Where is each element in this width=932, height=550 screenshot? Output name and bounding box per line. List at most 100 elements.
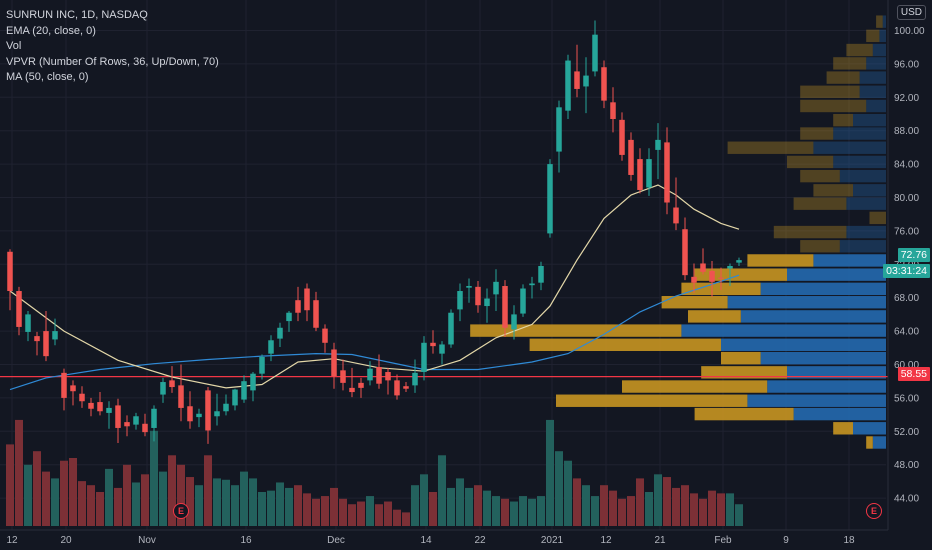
ema20-line <box>9 184 740 389</box>
candle-body <box>187 406 193 422</box>
volume-profile-up-bar <box>866 57 886 70</box>
volume-profile-down-bar <box>813 184 853 197</box>
candle-body <box>205 390 211 431</box>
volume-bar <box>231 485 239 526</box>
volume-profile-down-bar <box>833 113 853 127</box>
candle-body <box>664 142 670 203</box>
candle-body <box>124 422 130 427</box>
volume-profile-down-bar <box>800 127 834 140</box>
volume-profile-up-bar <box>813 141 886 154</box>
volume-bar <box>312 498 320 526</box>
volume-bar <box>321 496 329 526</box>
volume-profile-up-bar <box>747 394 886 407</box>
candle-body <box>259 356 265 374</box>
candle-body <box>142 423 148 433</box>
candle-body <box>79 393 85 402</box>
candle-body <box>628 139 634 175</box>
legend-vol[interactable]: Vol <box>6 40 22 52</box>
volume-bar <box>78 481 86 526</box>
volume-bar <box>483 490 491 526</box>
candle-body <box>475 286 481 306</box>
currency-label[interactable]: USD <box>896 5 926 20</box>
legend-ma[interactable]: MA (50, close, 0) <box>6 71 89 83</box>
horizontal-line-tag[interactable]: 58.55 <box>897 367 930 381</box>
volume-bar <box>267 490 275 526</box>
volume-bar <box>582 485 590 526</box>
volume-bar <box>528 498 536 526</box>
volume-bar <box>366 496 374 526</box>
volume-profile-up-bar <box>740 310 886 323</box>
volume-bar <box>60 460 68 526</box>
candle-body <box>349 387 355 393</box>
candle-body <box>637 159 643 190</box>
volume-bar <box>717 493 725 526</box>
volume-bar <box>447 487 455 526</box>
candle-body <box>358 382 364 388</box>
candle-body <box>691 276 697 283</box>
candle-body <box>709 270 715 282</box>
price-axis-tick-label: 56.00 <box>894 393 919 404</box>
volume-profile-down-bar <box>800 240 840 253</box>
earnings-event-icon[interactable]: E <box>173 503 189 519</box>
volume-bar <box>510 501 518 526</box>
volume-profile-up-bar <box>721 338 886 351</box>
price-axis-tick-label: 80.00 <box>894 193 919 204</box>
time-axis-tick-label: 12 <box>600 535 612 546</box>
volume-bar <box>276 482 284 526</box>
volume-bar <box>519 496 527 526</box>
volume-bar <box>618 498 626 526</box>
volume-bar <box>195 485 203 526</box>
candle-body <box>268 340 274 354</box>
volume-bar <box>402 512 410 526</box>
candle-body <box>466 286 472 288</box>
volume-profile-down-bar <box>747 254 814 267</box>
volume-profile-down-bar <box>869 211 886 225</box>
price-axis-tick-label: 100.00 <box>894 26 925 37</box>
candle-body <box>484 298 490 307</box>
candle-body <box>673 207 679 224</box>
volume-bar <box>438 455 446 526</box>
candle-body <box>565 60 571 111</box>
volume-profile-down-bar <box>556 394 748 407</box>
candle-body <box>214 411 220 417</box>
volume-profile-up-bar <box>859 85 886 98</box>
volume-profile-down-bar <box>661 296 728 309</box>
candle-body <box>250 373 256 391</box>
candle-body <box>538 265 544 283</box>
legend-symbol[interactable]: SUNRUN INC, 1D, NASDAQ <box>6 9 148 21</box>
earnings-event-icon[interactable]: E <box>866 503 882 519</box>
volume-profile-down-bar <box>694 407 794 421</box>
candle-body <box>52 331 58 340</box>
candle-body <box>376 367 382 384</box>
legend-vpvr[interactable]: VPVR (Number Of Rows, 36, Up/Down, 70) <box>6 55 219 68</box>
volume-bar <box>699 498 707 526</box>
volume-bar <box>87 485 95 526</box>
candle-body <box>718 277 724 279</box>
candle-body <box>682 229 688 276</box>
volume-bar <box>393 509 401 526</box>
volume-profile-down-bar <box>800 99 867 113</box>
volume-bar <box>456 478 464 526</box>
volume-profile-down-bar <box>826 71 860 84</box>
price-axis-tick-label: 76.00 <box>894 226 919 237</box>
legend-ema[interactable]: EMA (20, close, 0) <box>6 24 96 37</box>
volume-bar <box>672 487 680 526</box>
candle-body <box>133 416 139 425</box>
volume-bar <box>735 504 743 526</box>
candle-body <box>367 368 373 381</box>
candle-body <box>421 342 427 373</box>
candle-body <box>385 372 391 381</box>
volume-bar <box>186 477 194 526</box>
volume-bar <box>357 501 365 526</box>
volume-profile-up-bar <box>846 197 886 210</box>
volume-bar <box>303 493 311 526</box>
volume-profile-down-bar <box>866 436 873 449</box>
volume-profile-up-bar <box>839 240 886 253</box>
candle-body <box>574 71 580 89</box>
candle-body <box>700 263 706 272</box>
volume-bar <box>132 482 140 526</box>
candle-body <box>547 164 553 234</box>
volume-bar <box>645 492 653 526</box>
volume-bar <box>636 478 644 526</box>
